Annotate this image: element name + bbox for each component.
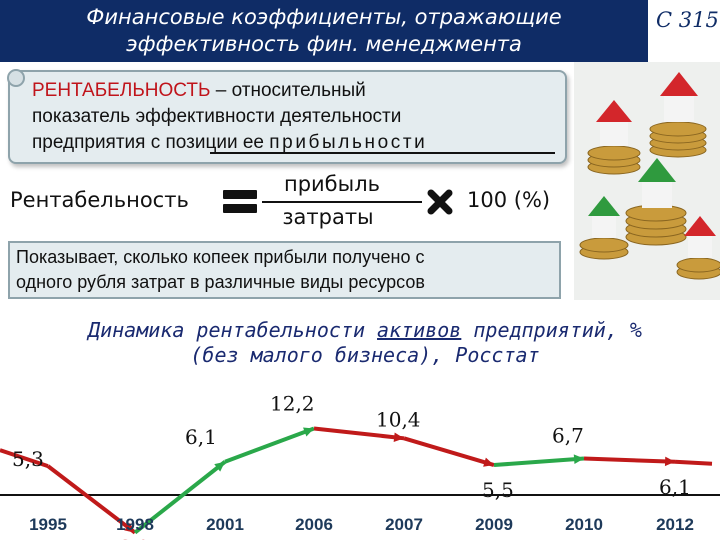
series-arrowhead — [573, 454, 584, 464]
slide-code: С 315 — [656, 8, 719, 32]
definition-emphasis: прибыльности — [269, 132, 428, 153]
x-tick-label: 1995 — [29, 515, 67, 534]
formula-denominator: затраты — [282, 205, 374, 229]
scroll-curl-icon — [7, 69, 25, 87]
series-line-segment — [224, 426, 315, 464]
series-arrowhead — [214, 461, 225, 472]
series-line-segment — [403, 436, 495, 467]
x-tick-label: 2001 — [206, 515, 244, 534]
explanation-box: Показывает, сколько копеек прибыли получ… — [8, 241, 561, 299]
data-label: 5,5 — [482, 478, 514, 502]
definition-underline — [210, 152, 555, 154]
equals-icon — [223, 188, 257, 216]
formula-numerator: прибыль — [283, 172, 381, 196]
data-label: 6,1 — [185, 425, 217, 449]
series-arrowhead — [124, 522, 135, 533]
series-arrowhead — [664, 456, 675, 467]
x-tick-label: 2009 — [475, 515, 513, 534]
definition-scroll: РЕНТАБЕЛЬНОСТЬ – относительный показател… — [7, 69, 567, 164]
multiply-icon — [427, 189, 453, 215]
series-line-tail — [674, 459, 713, 466]
series-arrowhead — [393, 432, 404, 443]
series-line-segment — [133, 460, 227, 535]
explanation-line-1: Показывает, сколько копеек прибыли получ… — [16, 247, 425, 267]
series-line-segment — [313, 426, 405, 441]
chart-title-line-2: (без малого бизнеса), Росстат — [190, 343, 540, 367]
houses-on-coins-image — [574, 62, 720, 300]
x-tick-label: 2010 — [565, 515, 603, 534]
x-tick-label: 1998 — [116, 515, 154, 534]
chart-title-part-2: предприятий, % — [461, 318, 642, 342]
definition-line-3: предприятия с позиции ее — [32, 132, 270, 153]
x-tick-label: 2012 — [656, 515, 694, 534]
series-arrowhead — [483, 457, 494, 467]
explanation-line-2: одного рубля затрат в различные виды рес… — [16, 272, 425, 292]
slide-title-line-2: эффективность фин. менеджмента — [126, 32, 522, 56]
definition-line-1: – относительный — [210, 80, 366, 101]
data-label: 12,2 — [270, 392, 315, 416]
profitability-line-chart: 5,3 -6,9 6,1 12,2 10,4 5,5 6,7 6,1 1995 1998 2001 2… — [0, 392, 720, 540]
data-label: 5,3 — [12, 447, 44, 471]
series-line-segment — [583, 456, 676, 464]
series-arrowhead — [303, 427, 314, 437]
chart-title: Динамика рентабельности активов предприя… — [20, 318, 710, 368]
data-label: 10,4 — [376, 407, 421, 431]
data-label: 6,1 — [659, 475, 691, 499]
series-line-lead-in — [0, 448, 49, 469]
definition-term: РЕНТАБЕЛЬНОСТЬ — [32, 80, 211, 101]
fraction-line — [262, 201, 422, 203]
formula-multiplier: 100 (%) — [467, 188, 551, 212]
formula-label: Рентабельность — [10, 188, 189, 212]
slide-code-box: С 315 — [650, 0, 720, 62]
slide-header: Финансовые коэффициенты, отражающие эффе… — [0, 0, 648, 62]
x-tick-label: 2007 — [385, 515, 423, 534]
series-line-segment — [46, 464, 137, 535]
chart-title-part-1: Динамика рентабельности — [88, 318, 378, 342]
chart-title-emphasis: активов — [377, 318, 462, 342]
data-label: 6,7 — [552, 423, 584, 447]
series-line-segment — [493, 456, 585, 468]
data-label: -6,9 — [111, 536, 150, 540]
x-tick-label: 2006 — [295, 515, 333, 534]
slide-title-line-1: Финансовые коэффициенты, отражающие — [86, 5, 562, 29]
definition-text: РЕНТАБЕЛЬНОСТЬ – относительный показател… — [32, 78, 562, 156]
definition-line-2: показатель эффективности деятельности — [32, 106, 402, 127]
